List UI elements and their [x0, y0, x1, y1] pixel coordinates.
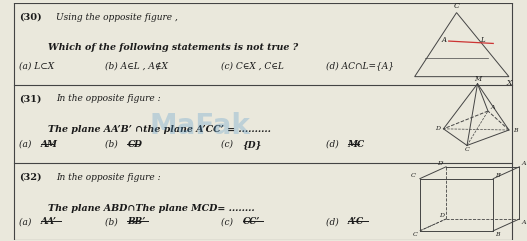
Text: D: D	[439, 213, 444, 218]
Text: (b) A∈L , A∉X: (b) A∈L , A∉X	[105, 62, 168, 71]
Text: (d): (d)	[326, 140, 341, 149]
Text: (b): (b)	[105, 217, 121, 226]
Text: B': B'	[495, 173, 501, 178]
Text: Using the opposite figure ,: Using the opposite figure ,	[56, 13, 178, 22]
Text: (a): (a)	[19, 217, 34, 226]
Text: The plane AA’B’ ∩the plane A’CC’ = ..........: The plane AA’B’ ∩the plane A’CC’ = .....…	[48, 125, 271, 134]
Text: A: A	[441, 36, 446, 44]
Text: {D}: {D}	[243, 140, 262, 149]
Text: Which of the following statements is not true ?: Which of the following statements is not…	[48, 43, 298, 53]
Text: The plane ABD∩The plane MCD= ........: The plane ABD∩The plane MCD= ........	[48, 204, 255, 213]
Text: L: L	[480, 36, 485, 44]
Text: M: M	[474, 74, 481, 83]
Text: MaFak: MaFak	[149, 113, 250, 141]
Text: B: B	[513, 127, 517, 133]
Text: A’C: A’C	[348, 217, 364, 226]
Text: (30): (30)	[19, 13, 42, 22]
Text: (c) C∈X , C∈L: (c) C∈X , C∈L	[221, 62, 284, 71]
Text: AM: AM	[41, 140, 58, 149]
Text: C: C	[454, 2, 460, 10]
Text: In the opposite figure :: In the opposite figure :	[56, 94, 160, 103]
Text: (d): (d)	[326, 217, 341, 226]
Text: A: A	[521, 161, 525, 166]
Text: B: B	[495, 232, 500, 236]
Text: (32): (32)	[19, 173, 42, 182]
Text: C': C'	[411, 173, 417, 178]
Text: MC: MC	[348, 140, 365, 149]
Text: D: D	[435, 126, 440, 131]
Text: (c): (c)	[221, 217, 236, 226]
Text: C: C	[465, 147, 470, 152]
Text: CC’: CC’	[243, 217, 260, 226]
Text: (b): (b)	[105, 140, 121, 149]
Text: (a) L⊂X: (a) L⊂X	[19, 62, 54, 71]
Text: BB’: BB’	[128, 217, 146, 226]
Text: CD: CD	[128, 140, 142, 149]
Text: (31): (31)	[19, 94, 42, 103]
Text: (d) AC∩L={A}: (d) AC∩L={A}	[326, 62, 394, 71]
Text: AA’: AA’	[41, 217, 57, 226]
Text: X: X	[506, 79, 512, 87]
Text: (c): (c)	[221, 140, 236, 149]
Text: C: C	[413, 232, 417, 236]
Text: A: A	[521, 220, 525, 225]
Text: D': D'	[437, 161, 443, 166]
Text: (a): (a)	[19, 140, 34, 149]
Text: In the opposite figure :: In the opposite figure :	[56, 173, 160, 182]
Text: A: A	[491, 105, 495, 110]
